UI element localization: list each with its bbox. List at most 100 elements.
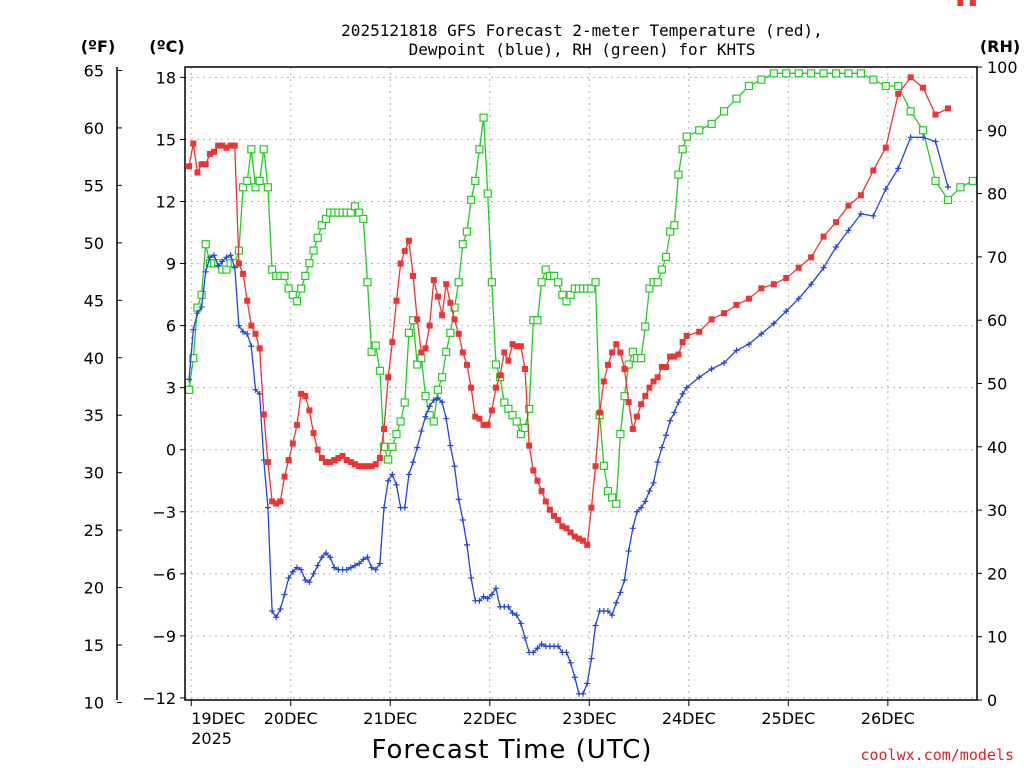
data-point bbox=[350, 202, 360, 211]
data-point bbox=[472, 413, 479, 420]
data-point bbox=[211, 252, 218, 259]
data-point bbox=[721, 310, 728, 317]
data-point bbox=[920, 134, 927, 141]
data-point bbox=[443, 415, 450, 422]
data-point bbox=[857, 192, 864, 199]
data-point bbox=[906, 107, 915, 116]
data-point bbox=[541, 265, 550, 274]
data-point bbox=[215, 142, 222, 149]
data-point bbox=[562, 297, 571, 306]
data-point bbox=[327, 554, 334, 561]
data-point bbox=[293, 421, 300, 428]
data-point bbox=[422, 345, 429, 352]
data-point bbox=[219, 142, 226, 149]
data-point bbox=[202, 268, 209, 275]
data-point bbox=[538, 488, 545, 495]
data-point bbox=[430, 277, 437, 284]
data-point bbox=[604, 608, 611, 615]
fahrenheit-tick-label: 30 bbox=[84, 464, 104, 483]
data-point bbox=[833, 219, 840, 226]
data-point bbox=[488, 591, 495, 598]
data-point bbox=[468, 384, 475, 391]
data-point bbox=[587, 284, 596, 293]
data-point bbox=[944, 105, 951, 112]
celsius-tick-label: −9 bbox=[152, 627, 176, 646]
data-point bbox=[563, 525, 570, 532]
data-point bbox=[352, 461, 359, 468]
data-point bbox=[551, 512, 558, 519]
data-point bbox=[355, 208, 364, 217]
fahrenheit-tick-label: 40 bbox=[84, 349, 104, 368]
data-point bbox=[696, 328, 703, 335]
data-point bbox=[227, 252, 234, 259]
celsius-tick-label: −3 bbox=[152, 503, 176, 522]
data-point bbox=[931, 176, 940, 186]
data-point bbox=[538, 641, 545, 648]
data-point bbox=[393, 481, 400, 488]
data-point bbox=[844, 69, 853, 78]
data-point bbox=[783, 308, 790, 315]
data-point bbox=[368, 463, 375, 470]
data-point bbox=[882, 186, 889, 193]
data-point bbox=[745, 295, 752, 302]
data-point bbox=[682, 132, 691, 141]
data-point bbox=[475, 145, 484, 154]
data-point bbox=[255, 176, 264, 186]
data-point bbox=[642, 498, 649, 505]
data-point bbox=[267, 265, 277, 274]
data-point bbox=[437, 373, 447, 382]
rh-tick-label: 70 bbox=[987, 248, 1007, 267]
data-point bbox=[302, 392, 309, 399]
fahrenheit-tick-label: 55 bbox=[84, 176, 104, 195]
rh-tick-label: 100 bbox=[987, 58, 1018, 77]
data-point bbox=[310, 430, 317, 437]
data-point bbox=[206, 254, 213, 261]
data-point bbox=[621, 577, 628, 584]
x-axis-title: Forecast Time (UTC) bbox=[371, 735, 652, 765]
data-point bbox=[314, 562, 321, 569]
data-point bbox=[584, 541, 591, 548]
data-point bbox=[256, 345, 263, 352]
data-point bbox=[243, 176, 252, 186]
data-point bbox=[599, 461, 608, 470]
data-point bbox=[609, 349, 616, 356]
data-point bbox=[530, 649, 537, 656]
data-point bbox=[252, 386, 259, 393]
data-point bbox=[895, 90, 902, 97]
data-point bbox=[604, 361, 611, 368]
data-point bbox=[202, 161, 209, 168]
data-point bbox=[381, 504, 388, 511]
data-point bbox=[600, 378, 607, 385]
data-point bbox=[770, 320, 777, 327]
data-point bbox=[542, 498, 549, 505]
data-point bbox=[484, 595, 491, 602]
data-point bbox=[434, 394, 441, 401]
data-point bbox=[376, 454, 383, 461]
data-point bbox=[658, 363, 665, 370]
data-point bbox=[314, 446, 321, 453]
data-point bbox=[732, 94, 741, 103]
series-line bbox=[188, 76, 949, 547]
data-point bbox=[306, 407, 313, 414]
data-point bbox=[405, 237, 412, 244]
data-point bbox=[301, 271, 310, 280]
data-point bbox=[537, 278, 546, 287]
data-point bbox=[522, 366, 529, 373]
data-point bbox=[400, 398, 409, 407]
data-point bbox=[455, 496, 462, 503]
data-point bbox=[956, 183, 965, 192]
data-point bbox=[185, 385, 194, 394]
data-point bbox=[807, 69, 816, 78]
data-point bbox=[671, 353, 678, 360]
data-point bbox=[379, 442, 389, 451]
data-point bbox=[280, 271, 289, 280]
celsius-tick-label: 3 bbox=[166, 379, 176, 398]
series-rh bbox=[185, 69, 977, 508]
data-point bbox=[392, 430, 401, 439]
data-point bbox=[331, 564, 338, 571]
data-point bbox=[782, 69, 791, 78]
time-tick-label: 20DEC bbox=[264, 709, 318, 728]
data-point bbox=[584, 680, 591, 687]
data-point bbox=[418, 349, 425, 356]
data-point bbox=[356, 463, 363, 470]
